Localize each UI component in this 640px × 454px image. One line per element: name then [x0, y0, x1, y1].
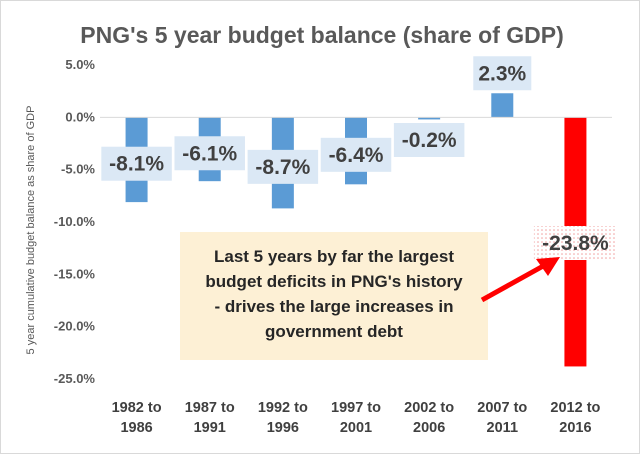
- data-label: -0.2%: [402, 129, 457, 152]
- x-tick-label: 1997 to: [331, 400, 381, 416]
- annotation-line: Last 5 years by far the largest: [214, 247, 454, 266]
- x-tick-label: 1982 to: [112, 400, 162, 416]
- data-label: -23.8%: [542, 232, 609, 255]
- data-label: -6.1%: [182, 142, 237, 165]
- y-axis: 5.0% 0.0% -5.0% -10.0% -15.0% -20.0% -25.0%: [54, 57, 96, 386]
- y-tick-label: -15.0%: [54, 266, 96, 281]
- y-tick-label: -20.0%: [54, 319, 96, 334]
- x-tick-label: 2002 to: [404, 400, 454, 416]
- y-tick-label: -10.0%: [54, 214, 96, 229]
- chart-title: PNG's 5 year budget balance (share of GD…: [80, 22, 564, 48]
- x-tick-label: 2006: [413, 420, 445, 436]
- y-axis-label: 5 year cumulative budget balance as shar…: [25, 106, 37, 355]
- annotation-line: - drives the large increases in: [214, 297, 453, 316]
- y-tick-label: 0.0%: [65, 109, 95, 124]
- annotation: Last 5 years by far the largest budget de…: [180, 232, 560, 360]
- x-axis: 1982 to 1986 1987 to 1991 1992 to 1996 1997 to…: [112, 400, 601, 436]
- x-tick-label: 2011: [487, 420, 518, 436]
- data-label-box: [533, 226, 617, 260]
- data-label-box: [247, 149, 319, 184]
- annotation-line: budget deficits in PNG's history: [205, 272, 463, 291]
- x-tick-label: 1992 to: [258, 400, 308, 416]
- x-tick-label: 1987 to: [185, 400, 235, 416]
- data-label: 2.3%: [478, 62, 526, 85]
- x-tick-label: 2016: [559, 420, 591, 436]
- x-tick-label: 2001: [340, 420, 372, 436]
- data-label-box: [393, 123, 465, 157]
- annotation-arrowhead: [536, 257, 560, 276]
- data-label: -8.1%: [109, 153, 164, 176]
- data-label-box: [101, 146, 172, 181]
- data-label-box: [174, 136, 245, 171]
- annotation-arrow-shaft: [480, 262, 547, 303]
- data-label: -6.4%: [329, 144, 384, 167]
- x-tick-label: 1991: [194, 420, 226, 436]
- data-label-box: [473, 56, 532, 91]
- bar: [491, 93, 514, 118]
- y-tick-label: -5.0%: [61, 162, 95, 177]
- data-label-box: [320, 137, 392, 172]
- y-tick-label: 5.0%: [65, 57, 95, 72]
- bar: [418, 117, 441, 120]
- annotation-box: [180, 232, 488, 360]
- data-label: -8.7%: [255, 156, 310, 179]
- annotation-line: government debt: [265, 322, 403, 341]
- x-tick-label: 2007 to: [477, 400, 527, 416]
- x-tick-label: 1996: [267, 420, 299, 436]
- y-tick-label: -25.0%: [54, 371, 96, 386]
- x-tick-label: 2012 to: [550, 400, 600, 416]
- data-labels: -8.1% -6.1% -8.7% -6.4% -0.2% 2.3% -23.8%: [101, 56, 617, 260]
- x-tick-label: 1986: [120, 420, 152, 436]
